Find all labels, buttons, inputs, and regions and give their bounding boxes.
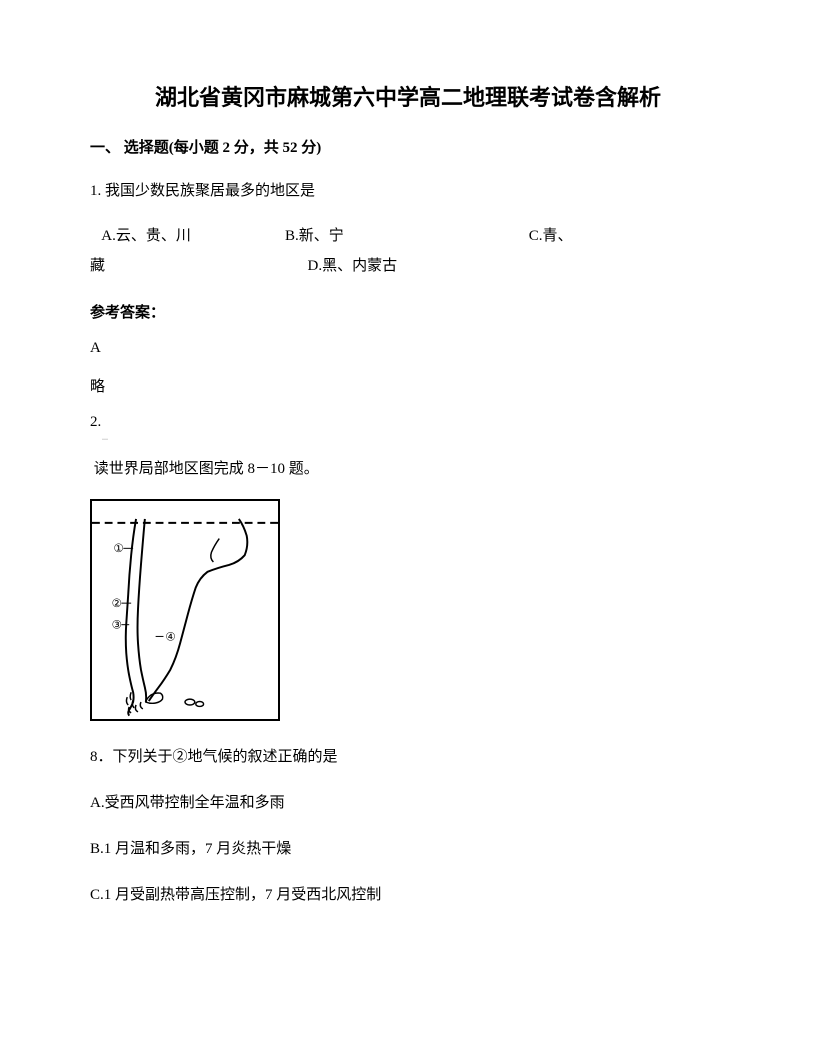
question-1: 1. 我国少数民族聚居最多的地区是 [90, 179, 726, 203]
map-label-2: ② [112, 597, 123, 610]
section-header: 一、 选择题(每小题 2 分，共 52 分) [90, 136, 726, 157]
q1-text: 我国少数民族聚居最多的地区是 [105, 183, 315, 199]
q1-option-c: C.青、 [529, 221, 573, 251]
q8-option-a: A.受西风带控制全年温和多雨 [90, 791, 726, 815]
map-label-4: ④ [165, 630, 176, 643]
q1-option-a: A.云、贵、川 [101, 221, 281, 251]
q1-option-b: B.新、宁 [285, 221, 525, 251]
q1-option-c-cont: 藏 [90, 258, 105, 274]
q1-number: 1. [90, 183, 101, 199]
map-figure: ① ② ③ ④ [90, 499, 726, 721]
q8-option-c: C.1 月受副热带高压控制，7 月受西北风控制 [90, 883, 726, 907]
q2-instruction: 读世界局部地区图完成 8－10 题。 [90, 457, 726, 481]
q8-option-b: B.1 月温和多雨，7 月炎热干燥 [90, 837, 726, 861]
q1-options: A.云、贵、川 B.新、宁 C.青、 藏 D.黑、内蒙古 [90, 221, 726, 281]
q1-answer: A [90, 340, 726, 357]
question-8: 8．下列关于②地气候的叙述正确的是 [90, 745, 726, 769]
q1-explanation: 略 [90, 375, 726, 396]
map-label-3: ③ [112, 619, 123, 632]
q8-number: 8． [90, 749, 113, 765]
question-2-number: 2. [90, 414, 726, 431]
answer-label: 参考答案： [90, 301, 726, 322]
q8-text: 下列关于②地气候的叙述正确的是 [113, 749, 338, 765]
exam-title: 湖北省黄冈市麻城第六中学高二地理联考试卷含解析 [90, 80, 726, 112]
map-label-1: ① [114, 542, 125, 555]
tiny-marks: ··· [90, 437, 726, 443]
south-america-map: ① ② ③ ④ [90, 499, 280, 721]
q1-option-d: D.黑、内蒙古 [308, 251, 398, 281]
